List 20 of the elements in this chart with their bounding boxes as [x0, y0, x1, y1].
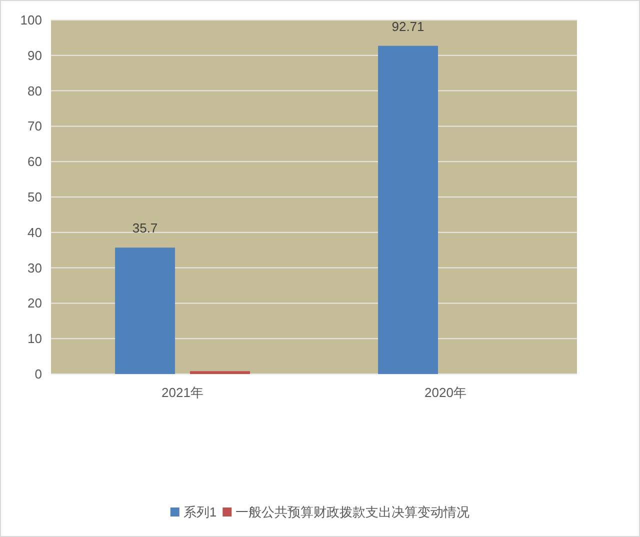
bar: [378, 46, 438, 374]
y-tick-label: 90: [28, 48, 42, 63]
y-tick-label: 80: [28, 83, 42, 98]
data-label: 92.71: [392, 18, 424, 34]
y-tick-label: 0: [34, 366, 42, 382]
y-tick-label: 30: [28, 260, 42, 276]
bar: [115, 248, 176, 374]
x-tick-label: 2021年: [162, 385, 204, 400]
x-tick-label: 2020年: [424, 385, 466, 400]
y-tick-label: 50: [28, 190, 42, 204]
y-tick-label: 60: [28, 154, 42, 170]
y-tick-label: 20: [28, 296, 42, 311]
data-label: 35.7: [132, 220, 158, 236]
legend-label: 一般公共预算财政拨款支出决算变动情况: [236, 504, 470, 520]
y-tick-label: 70: [28, 118, 42, 134]
y-tick-label: 40: [28, 224, 42, 240]
bar: [190, 371, 250, 374]
y-tick-label: 100: [20, 12, 42, 28]
y-tick-label: 10: [28, 331, 42, 346]
legend-label: 系列1: [183, 504, 217, 520]
